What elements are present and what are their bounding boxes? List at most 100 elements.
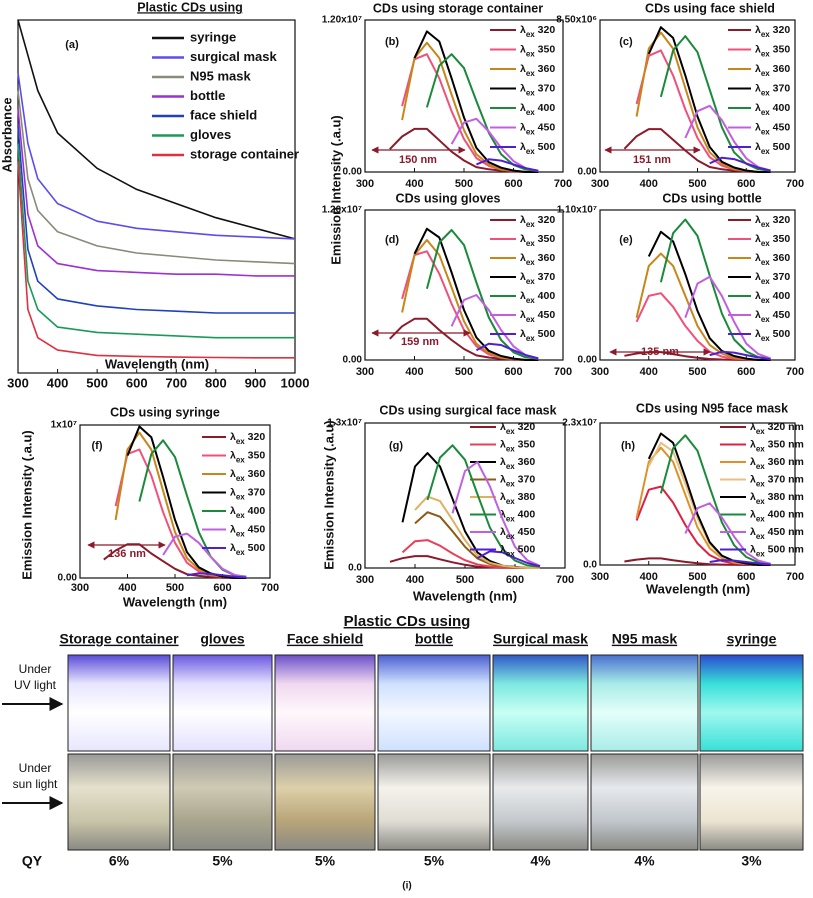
x-tick-label: 700 bbox=[786, 571, 804, 583]
legend-label: surgical mask bbox=[190, 49, 277, 64]
legend-label: λex 500 bbox=[230, 542, 265, 557]
x-tick-label: 600 bbox=[504, 178, 522, 190]
x-tick-label: 500 bbox=[688, 178, 706, 190]
series-line bbox=[126, 425, 247, 579]
qy-label: QY bbox=[22, 853, 43, 869]
legend-label: λex 350 nm bbox=[750, 438, 804, 453]
legend-label: λex 370 bbox=[520, 271, 555, 286]
column-header: N95 mask bbox=[612, 631, 678, 647]
series-line bbox=[647, 26, 771, 173]
legend-label: gloves bbox=[190, 127, 231, 142]
y-tick-label: 1.20x10⁷ bbox=[322, 205, 362, 216]
x-tick-label: 300 bbox=[356, 366, 374, 378]
column-header: Surgical mask bbox=[493, 631, 588, 647]
series-line bbox=[659, 218, 771, 360]
panel-label: (c) bbox=[619, 36, 633, 48]
sun-photo bbox=[590, 753, 699, 851]
legend-label: λex 400 bbox=[500, 508, 535, 523]
legend-label: face shield bbox=[190, 107, 257, 122]
legend-label: λex 450 bbox=[520, 121, 555, 136]
qy-value: 5% bbox=[212, 853, 233, 869]
x-tick-label: 300 bbox=[591, 571, 609, 583]
series-line bbox=[475, 342, 539, 360]
series-line bbox=[17, 143, 295, 339]
x-tick-label: 500 bbox=[86, 375, 108, 390]
uv-photo bbox=[377, 654, 491, 752]
x-tick-label: 600 bbox=[737, 366, 755, 378]
legend-label: λex 360 bbox=[755, 252, 790, 267]
legend-label: λex 360 nm bbox=[750, 456, 804, 471]
x-tick-label: 500 bbox=[688, 366, 706, 378]
x-tick-label: 700 bbox=[786, 366, 804, 378]
series-line bbox=[162, 532, 247, 579]
x-tick-label: 1000 bbox=[281, 375, 310, 390]
column-header: syringe bbox=[727, 631, 777, 647]
y-tick-label: 0.00 bbox=[58, 573, 78, 584]
x-tick-label: 400 bbox=[640, 178, 658, 190]
chart-title: CDs using gloves bbox=[396, 191, 501, 205]
x-tick-label: 700 bbox=[261, 582, 279, 594]
legend-label: λex 350 bbox=[520, 43, 555, 58]
panel-label: (b) bbox=[385, 36, 399, 48]
y-tick-label: 1.3x10⁷ bbox=[327, 418, 362, 429]
x-tick-label: 900 bbox=[245, 375, 267, 390]
row-label: sun light bbox=[13, 777, 58, 791]
legend-label: λex 450 bbox=[755, 121, 790, 136]
legend-label: λex 400 bbox=[755, 290, 790, 305]
y-axis-label: Emission Intensity (.a.u) bbox=[328, 115, 343, 265]
legend-label: λex 400 nm bbox=[750, 508, 804, 523]
series-line bbox=[17, 19, 296, 240]
x-tick-label: 400 bbox=[118, 582, 136, 594]
annotation: 151 nm bbox=[633, 154, 671, 166]
chart-title: CDs using surgical face mask bbox=[379, 403, 556, 417]
series-line bbox=[684, 502, 771, 565]
legend-label: syringe bbox=[190, 29, 236, 44]
x-tick-label: 500 bbox=[455, 366, 473, 378]
x-tick-label: 700 bbox=[165, 375, 187, 390]
series-line bbox=[659, 434, 771, 565]
legend-label: bottle bbox=[190, 88, 225, 103]
x-tick-label: 300 bbox=[71, 582, 89, 594]
legend-label: λex 360 bbox=[755, 63, 790, 78]
legend-label: λex 450 bbox=[230, 523, 265, 538]
x-tick-label: 800 bbox=[205, 375, 227, 390]
legend-label: λex 350 bbox=[520, 233, 555, 248]
panel-label: (g) bbox=[389, 440, 403, 452]
series-line bbox=[451, 461, 541, 567]
annotation: 159 nm bbox=[401, 336, 439, 348]
series-line bbox=[17, 90, 296, 265]
x-axis-label: Wavelength (nm) bbox=[413, 588, 517, 603]
series-line bbox=[709, 350, 771, 361]
legend-label: λex 360 bbox=[520, 252, 555, 267]
x-tick-label: 500 bbox=[456, 574, 474, 586]
legend-label: λex 500 nm bbox=[750, 543, 804, 558]
x-tick-label: 300 bbox=[591, 366, 609, 378]
legend-label: λex 350 bbox=[755, 233, 790, 248]
series-line bbox=[186, 572, 247, 579]
series-line bbox=[17, 108, 295, 277]
x-tick-label: 600 bbox=[737, 571, 755, 583]
y-tick-label: 1.10x10⁷ bbox=[557, 205, 597, 216]
chart-title: CDs using storage container bbox=[373, 1, 543, 15]
x-tick-label: 600 bbox=[126, 375, 148, 390]
legend-label: λex 450 nm bbox=[750, 526, 804, 541]
x-tick-label: 700 bbox=[556, 574, 574, 586]
legend-label: λex 360 bbox=[230, 468, 265, 483]
series-line bbox=[17, 72, 296, 240]
x-tick-label: 500 bbox=[166, 582, 184, 594]
series-line bbox=[17, 161, 295, 359]
column-header: gloves bbox=[200, 631, 245, 647]
series-line bbox=[635, 252, 771, 361]
series-line bbox=[709, 559, 771, 566]
y-tick-label: 0.00 bbox=[578, 355, 598, 366]
y-axis-label: Emission Intensity (.a.u) bbox=[321, 420, 336, 570]
caption: (i) bbox=[402, 881, 411, 892]
legend-label: λex 400 bbox=[755, 102, 790, 117]
x-tick-label: 700 bbox=[554, 178, 572, 190]
legend-label: λex 320 bbox=[230, 431, 265, 446]
chart-title: CDs using syringe bbox=[110, 405, 220, 419]
series-line bbox=[477, 550, 541, 568]
legend-label: λex 450 bbox=[500, 526, 535, 541]
annotation: 150 nm bbox=[399, 154, 437, 166]
legend-label: λex 370 bbox=[755, 271, 790, 286]
